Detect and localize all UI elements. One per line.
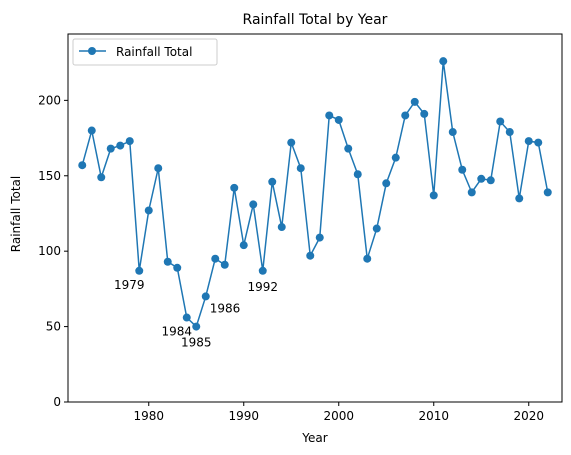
x-tick-label: 2000 bbox=[323, 409, 354, 423]
data-point bbox=[391, 153, 400, 162]
point-annotation: 1992 bbox=[247, 280, 278, 294]
data-point bbox=[258, 266, 267, 275]
data-point bbox=[543, 188, 552, 197]
legend-marker-swatch bbox=[88, 47, 96, 55]
data-point bbox=[372, 224, 381, 233]
data-point bbox=[505, 128, 514, 137]
data-point bbox=[116, 141, 125, 150]
data-point bbox=[230, 183, 239, 192]
data-point bbox=[211, 254, 220, 263]
data-point bbox=[201, 292, 210, 301]
x-axis-label: Year bbox=[301, 431, 327, 445]
data-point bbox=[486, 176, 495, 185]
point-annotation: 1984 bbox=[161, 325, 192, 339]
data-point bbox=[439, 57, 448, 66]
data-point bbox=[87, 126, 96, 135]
y-tick-label: 50 bbox=[46, 320, 61, 334]
data-point bbox=[524, 137, 533, 146]
data-point bbox=[125, 137, 134, 146]
data-point bbox=[239, 241, 248, 250]
data-point bbox=[97, 173, 106, 182]
point-annotation: 1986 bbox=[210, 301, 241, 315]
data-point bbox=[144, 206, 153, 215]
data-point bbox=[296, 164, 305, 173]
data-point bbox=[448, 128, 457, 137]
data-point bbox=[344, 144, 353, 153]
chart-title: Rainfall Total by Year bbox=[243, 12, 388, 28]
data-point bbox=[315, 233, 324, 242]
y-tick-label: 150 bbox=[38, 169, 61, 183]
y-tick-label: 100 bbox=[38, 244, 61, 258]
data-point bbox=[78, 161, 87, 170]
data-point bbox=[220, 260, 229, 269]
data-point bbox=[467, 188, 476, 197]
data-point bbox=[534, 138, 543, 147]
x-tick-label: 2020 bbox=[513, 409, 544, 423]
y-tick-label: 200 bbox=[38, 93, 61, 107]
data-point bbox=[325, 111, 334, 120]
data-point bbox=[382, 179, 391, 188]
data-point bbox=[429, 191, 438, 200]
data-point bbox=[458, 165, 467, 174]
data-point bbox=[106, 144, 115, 153]
point-annotation: 1979 bbox=[114, 278, 145, 292]
data-point bbox=[477, 174, 486, 183]
x-axis-ticks: 1980 1990 2000 2010 2020 bbox=[133, 402, 544, 423]
data-point bbox=[268, 177, 277, 186]
data-point bbox=[135, 266, 144, 275]
plot-frame bbox=[67, 33, 563, 403]
y-axis-label: Rainfall Total bbox=[9, 176, 23, 252]
data-point bbox=[182, 313, 191, 322]
x-tick-label: 2010 bbox=[418, 409, 449, 423]
data-point bbox=[410, 97, 419, 106]
x-tick-label: 1980 bbox=[133, 409, 164, 423]
y-axis-ticks: 0 50 100 150 200 bbox=[38, 93, 68, 409]
data-point bbox=[401, 111, 410, 120]
x-tick-label: 1990 bbox=[228, 409, 259, 423]
data-point bbox=[334, 115, 343, 124]
point-annotation: 1985 bbox=[181, 336, 212, 350]
data-point bbox=[363, 254, 372, 263]
data-point bbox=[420, 109, 429, 118]
series-layer bbox=[78, 57, 552, 331]
legend: Rainfall Total bbox=[72, 38, 218, 66]
data-point bbox=[192, 322, 201, 331]
data-point bbox=[277, 223, 286, 232]
data-point bbox=[163, 257, 172, 266]
data-point bbox=[249, 200, 258, 209]
series-line bbox=[81, 61, 549, 328]
y-tick-label: 0 bbox=[53, 395, 61, 409]
data-point bbox=[496, 117, 505, 126]
data-point bbox=[154, 164, 163, 173]
legend-box bbox=[72, 38, 218, 66]
data-point bbox=[353, 170, 362, 179]
plot-background bbox=[68, 34, 562, 402]
legend-entry-label: Rainfall Total bbox=[116, 45, 192, 59]
data-point bbox=[515, 194, 524, 203]
data-point bbox=[287, 138, 296, 147]
data-point bbox=[306, 251, 315, 260]
data-point bbox=[173, 263, 182, 272]
